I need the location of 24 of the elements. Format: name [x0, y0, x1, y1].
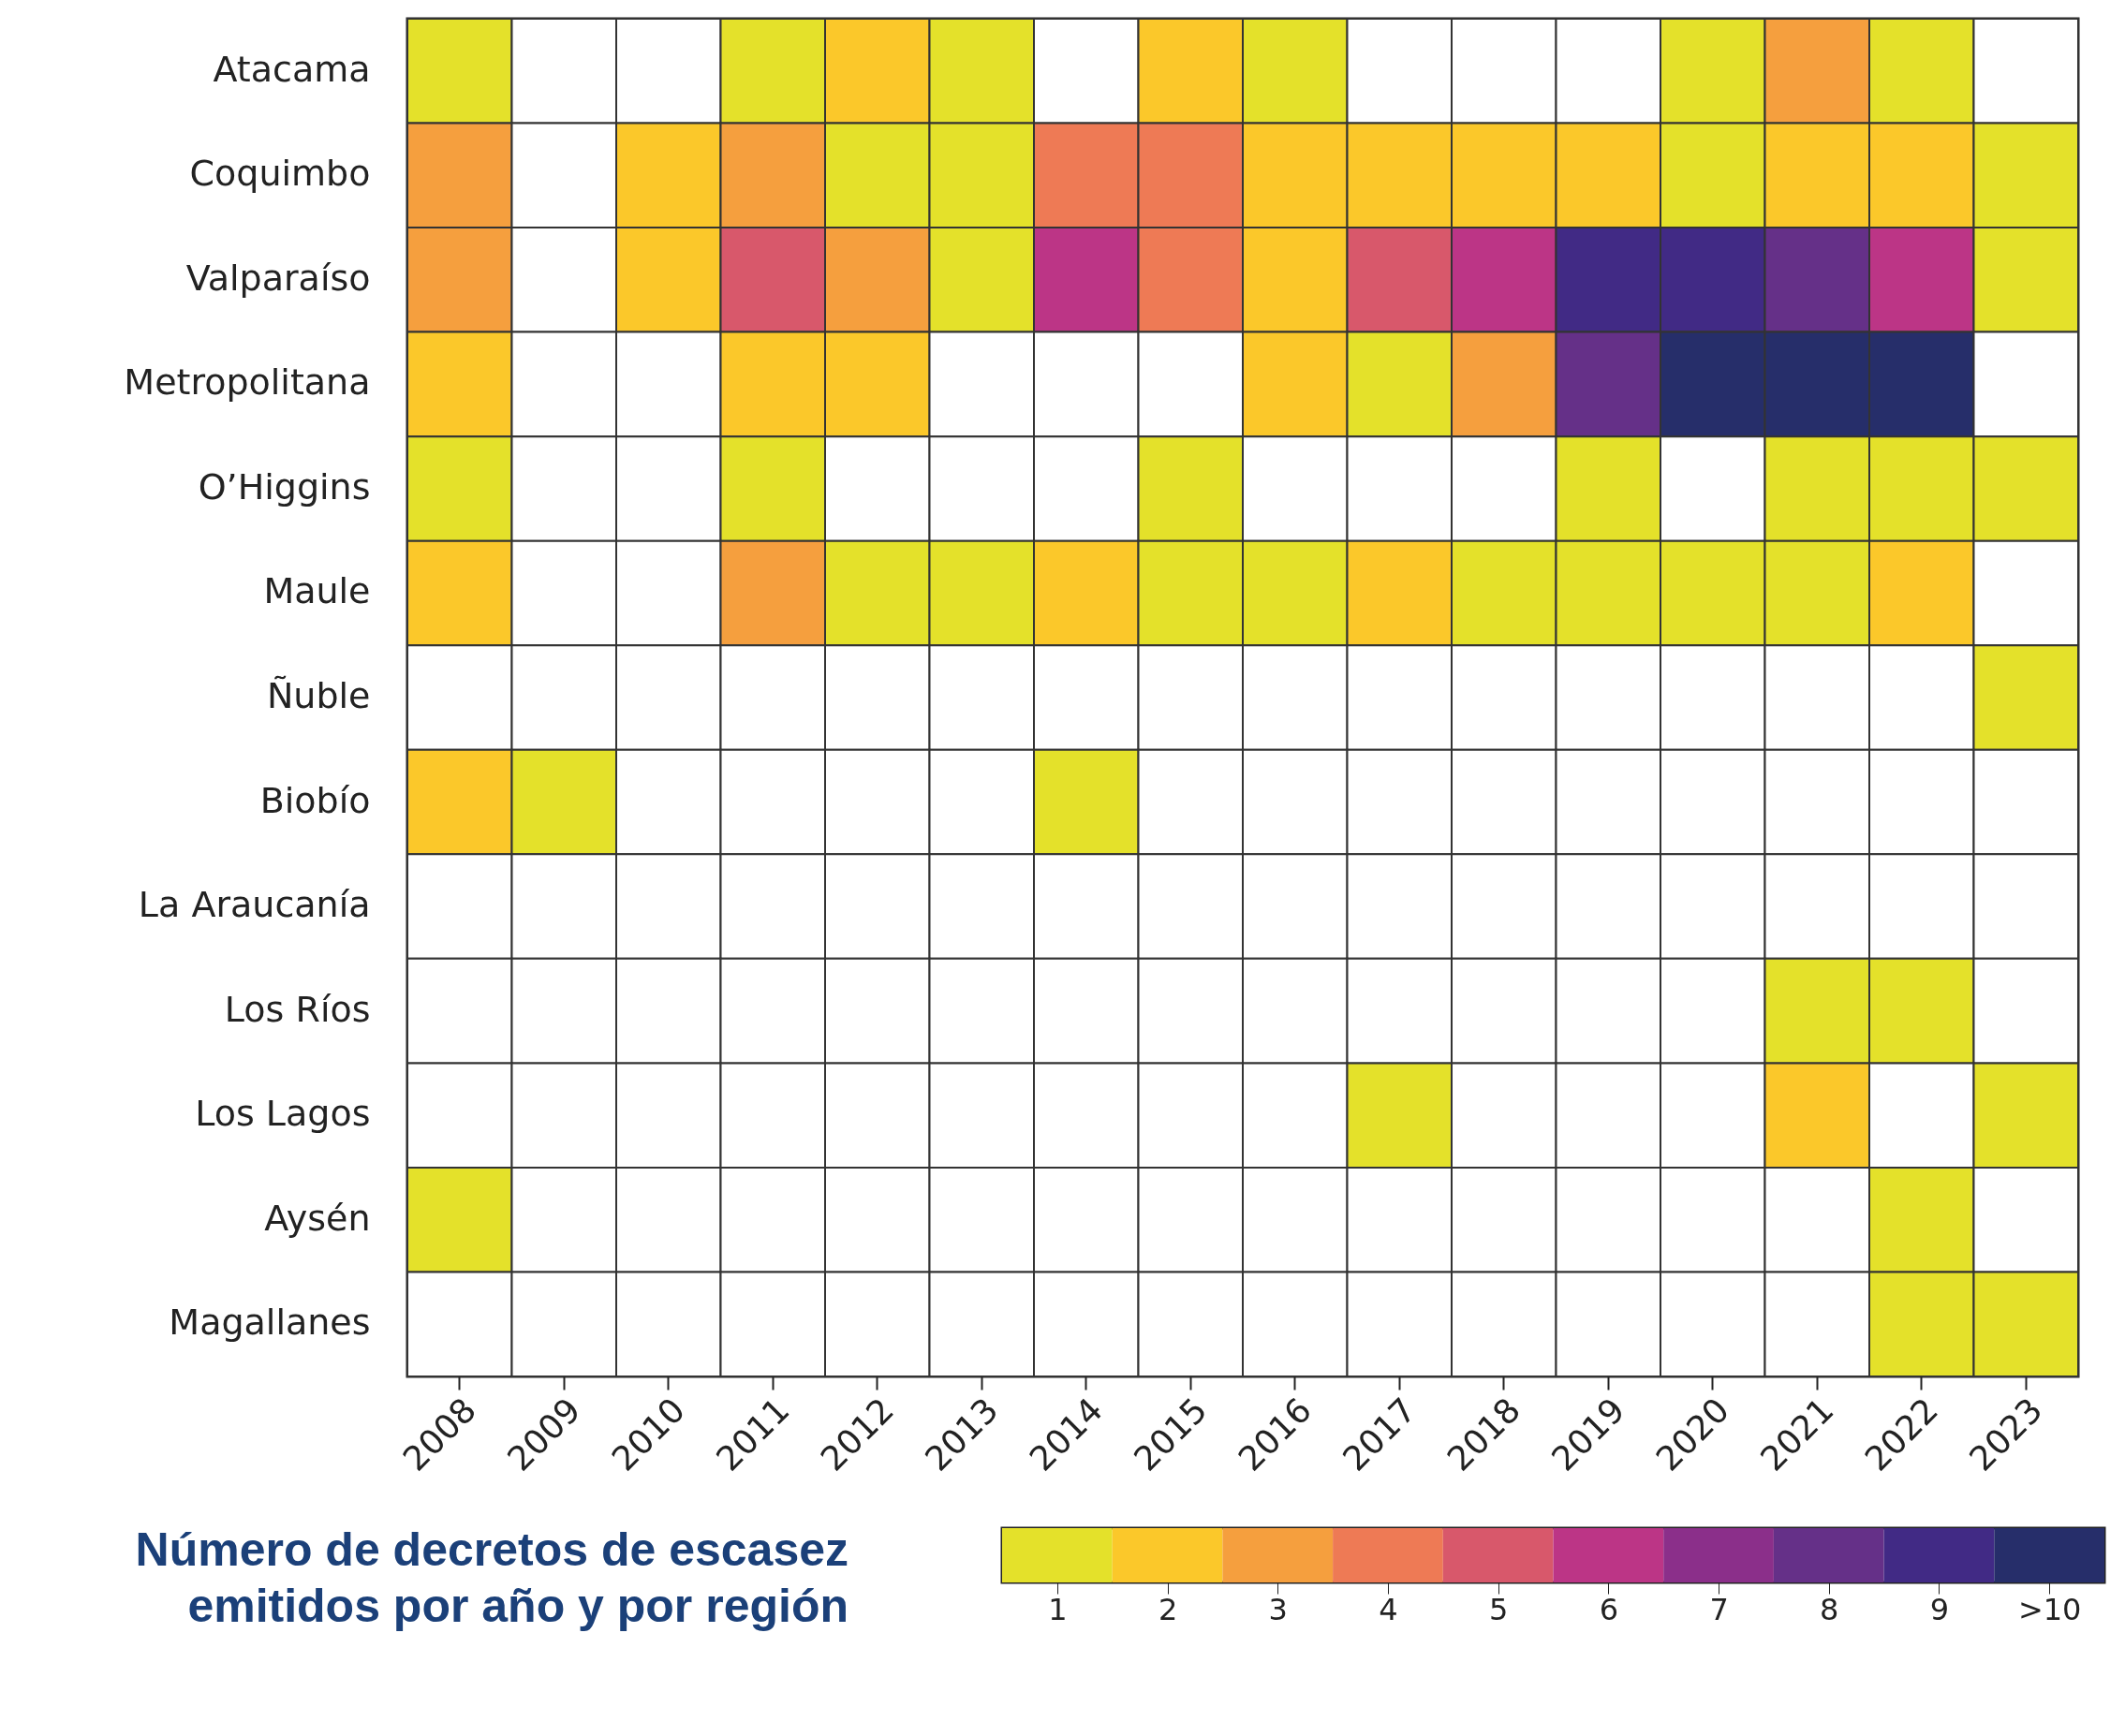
color-bar-label: 6 [1599, 1591, 1619, 1627]
color-bar-label: 3 [1268, 1591, 1288, 1627]
color-bar-title: Número de decretos de escasez emitidos por año y por región [135, 1523, 849, 1632]
color-bar-label: >10 [2017, 1591, 2082, 1627]
y-tick-label: Coquimbo [189, 153, 371, 195]
y-tick-label: Magallanes [169, 1302, 371, 1344]
color-bar-label: 7 [1709, 1591, 1729, 1627]
color-bar-label: 2 [1158, 1591, 1178, 1627]
y-tick-label: Metropolitana [124, 361, 371, 404]
y-tick-label: Aysén [264, 1197, 371, 1239]
y-tick-label: Atacama [213, 48, 371, 90]
y-tick-label: Los Ríos [224, 988, 371, 1030]
color-bar-label: 8 [1820, 1591, 1839, 1627]
color-bar-label: 1 [1048, 1591, 1068, 1627]
y-tick-label: Biobío [259, 779, 371, 821]
color-bar-label: 4 [1379, 1591, 1398, 1627]
color-bar-label: 9 [1929, 1591, 1950, 1627]
y-tick-label: Maule [263, 570, 371, 612]
color-bar-label: 5 [1488, 1591, 1509, 1627]
y-tick-label: Valparaíso [185, 257, 371, 299]
y-tick-label: O’Higgins [198, 465, 371, 508]
y-tick-label: Los Lagos [195, 1093, 371, 1135]
y-tick-label: La Araucanía [138, 884, 371, 926]
y-tick-label: Ñuble [266, 675, 371, 716]
